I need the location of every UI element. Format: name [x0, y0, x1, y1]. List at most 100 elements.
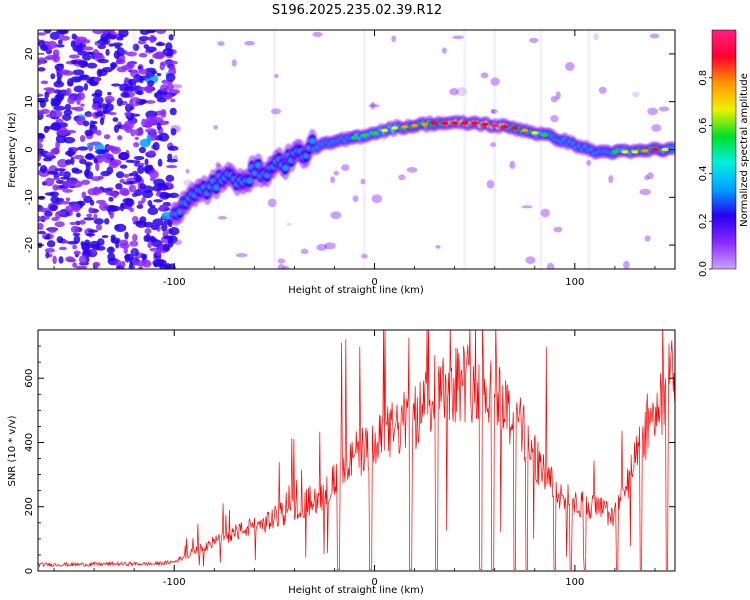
noise-mark — [341, 164, 350, 171]
noise-mark — [50, 148, 60, 155]
noise-mark — [368, 104, 380, 108]
noise-mark — [144, 85, 154, 94]
noise-mark — [123, 173, 130, 178]
noise-mark — [131, 192, 138, 198]
noise-mark — [116, 36, 124, 41]
noise-mark — [153, 199, 163, 203]
noise-mark — [43, 56, 54, 61]
noise-mark — [61, 180, 74, 188]
noise-mark — [120, 91, 130, 98]
noise-mark — [70, 156, 75, 165]
noise-streak — [272, 30, 276, 269]
noise-mark — [546, 262, 555, 269]
x-tick-label: -100 — [163, 577, 186, 588]
noise-mark — [639, 188, 651, 196]
noise-mark — [38, 61, 42, 66]
noise-mark — [121, 260, 126, 268]
noise-mark — [286, 222, 292, 226]
noise-mark — [130, 105, 135, 111]
noise-mark — [138, 69, 148, 75]
y-tick-label: 0 — [24, 568, 35, 574]
noise-mark — [83, 82, 89, 91]
noise-mark — [58, 35, 71, 41]
noise-mark — [150, 224, 159, 231]
noise-mark — [644, 175, 650, 181]
noise-mark — [96, 238, 105, 246]
x-tick-label: 100 — [565, 277, 584, 288]
noise-mark — [282, 265, 290, 269]
noise-streak — [132, 30, 136, 269]
y-tick-label: 0 — [24, 146, 35, 152]
noise-mark — [147, 80, 155, 87]
noise-mark — [85, 233, 96, 237]
noise-mark — [58, 246, 68, 251]
noise-mark — [130, 103, 139, 107]
noise-mark — [658, 106, 670, 112]
noise-mark — [38, 195, 46, 201]
noise-mark — [38, 109, 45, 116]
ridge-peak — [531, 130, 539, 135]
noise-mark — [128, 184, 137, 193]
noise-mark — [65, 197, 71, 202]
noise-mark — [106, 147, 115, 151]
noise-mark — [550, 96, 558, 103]
noise-mark — [456, 87, 468, 97]
noise-mark — [116, 97, 123, 107]
noise-mark — [168, 192, 179, 199]
noise-mark — [130, 113, 136, 118]
noise-mark — [50, 97, 56, 107]
noise-mark — [623, 260, 630, 269]
noise-mark — [95, 162, 100, 172]
noise-mark — [144, 228, 152, 235]
noise-mark — [144, 158, 149, 166]
noise-mark — [333, 170, 339, 176]
noise-mark — [38, 93, 44, 97]
noise-mark — [86, 113, 93, 117]
ridge-peak — [451, 121, 459, 126]
noise-mark — [646, 172, 654, 180]
noise-mark — [164, 94, 173, 100]
noise-mark — [324, 242, 336, 250]
noise-streak — [463, 30, 467, 269]
noise-mark — [145, 128, 157, 133]
ridge-core — [246, 178, 253, 184]
noise-mark — [106, 166, 114, 175]
snr-frame — [37, 329, 676, 572]
noise-mark — [152, 52, 164, 59]
noise-mark — [159, 61, 169, 66]
noise-mark — [38, 133, 45, 139]
noise-mark — [107, 91, 112, 96]
noise-mark — [116, 47, 125, 57]
noise-mark — [50, 195, 60, 203]
noise-mark — [217, 41, 225, 46]
noise-mark — [84, 129, 94, 137]
noise-mark — [141, 118, 147, 128]
ridge-peak — [431, 121, 439, 126]
noise-mark — [593, 33, 600, 41]
noise-mark — [154, 91, 165, 100]
noise-mark — [138, 36, 150, 42]
noise-mark — [164, 120, 169, 125]
noise-mark — [136, 162, 145, 167]
ridge-peak — [491, 123, 499, 128]
noise-mark — [146, 134, 152, 144]
noise-mark — [59, 200, 71, 205]
noise-mark — [529, 37, 539, 43]
noise-mark — [43, 125, 50, 134]
noise-mark — [647, 107, 658, 116]
noise-mark — [62, 188, 73, 193]
noise-mark — [162, 47, 174, 57]
noise-mark — [565, 62, 575, 71]
noise-mark — [39, 99, 47, 108]
ridge-peak — [471, 121, 479, 126]
spectrogram-y-label: Frequency (Hz) — [7, 112, 18, 188]
noise-mark — [137, 165, 145, 174]
noise-streak — [539, 30, 543, 269]
noise-mark — [124, 253, 135, 261]
noise-mark — [54, 168, 67, 172]
ridge-peak — [441, 121, 449, 126]
noise-mark — [167, 60, 178, 65]
noise-mark — [83, 217, 95, 221]
noise-mark — [116, 66, 128, 73]
noise-mark — [67, 240, 78, 245]
